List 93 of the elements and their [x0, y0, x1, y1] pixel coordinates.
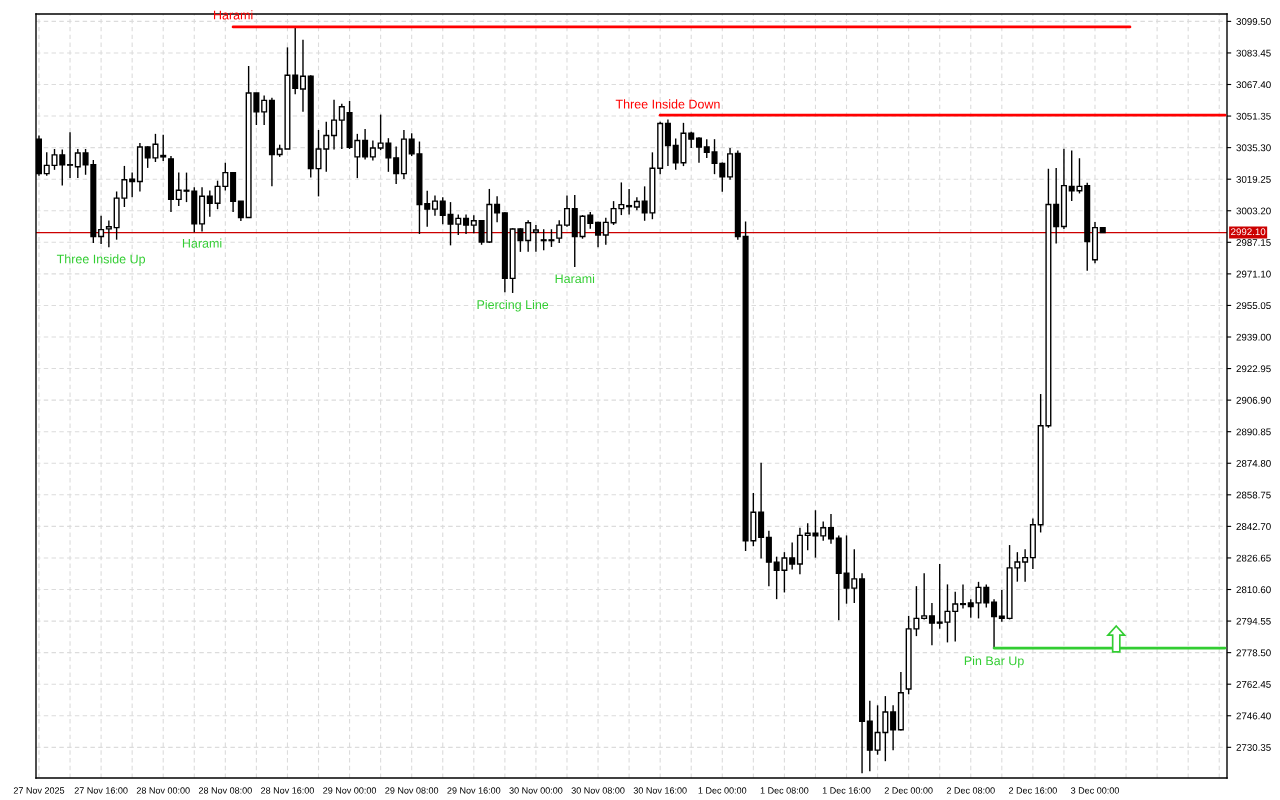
candlestick	[393, 145, 400, 185]
x-tick-label: 27 Nov 2025	[13, 787, 65, 794]
x-tick-label: 30 Nov 00:00	[509, 787, 563, 794]
candlestick	[129, 171, 136, 198]
x-tick-label: 1 Dec 16:00	[822, 787, 871, 794]
candlestick	[431, 194, 439, 217]
y-tick-label: 3003.20	[1236, 207, 1271, 215]
candlestick	[595, 221, 602, 249]
x-tick-label: 1 Dec 00:00	[698, 787, 747, 794]
x-tick-label: 29 Nov 08:00	[385, 787, 439, 794]
candlestick	[237, 200, 244, 222]
candlestick	[362, 128, 369, 161]
candlestick	[789, 541, 796, 571]
annotation: Pin Bar Up	[964, 656, 1024, 668]
candlestick	[664, 118, 671, 167]
y-tick-label: 2874.80	[1236, 459, 1271, 467]
y-tick-label: 3067.40	[1236, 81, 1271, 89]
x-tick-label: 28 Nov 08:00	[198, 787, 252, 794]
candlestick	[206, 189, 213, 218]
candlestick	[967, 598, 974, 619]
y-tick-label: 2890.85	[1236, 428, 1271, 436]
candlestick	[331, 99, 338, 151]
x-tick-label: 30 Nov 08:00	[571, 787, 625, 794]
candlestick	[299, 39, 307, 113]
y-tick-label: 2987.15	[1236, 239, 1271, 246]
candlestick	[424, 189, 431, 228]
candlestick	[292, 25, 299, 95]
x-tick-label: 29 Nov 00:00	[323, 787, 377, 794]
y-tick-label: 2955.05	[1236, 302, 1271, 310]
annotation: Three Inside Down	[615, 99, 720, 109]
ref-line-label: 2992.10	[1231, 228, 1266, 236]
x-tick-label: 3 Dec 00:00	[1071, 787, 1119, 794]
candlestick	[602, 217, 609, 246]
y-tick-label: 2810.60	[1236, 586, 1271, 594]
y-tick-label: 2794.55	[1236, 617, 1271, 625]
candlestick	[827, 513, 835, 545]
candlestick	[952, 590, 959, 643]
candlestick	[695, 136, 703, 164]
candlestick	[959, 583, 967, 610]
x-tick-label: 28 Nov 00:00	[136, 787, 190, 794]
annotation: Three Inside Up	[56, 254, 146, 266]
candlestick	[1022, 548, 1029, 583]
candlestick	[105, 219, 112, 249]
candlestick	[921, 572, 928, 621]
y-tick-label: 3051.35	[1236, 112, 1271, 120]
y-tick-label: 2746.40	[1236, 712, 1271, 720]
candlestick	[470, 214, 477, 234]
y-tick-label: 3035.30	[1236, 144, 1271, 152]
candlestick	[463, 213, 470, 235]
candlestick	[820, 520, 827, 542]
y-tick-label: 2730.35	[1236, 744, 1271, 751]
candlestick	[556, 219, 563, 244]
y-tick-label: 2842.70	[1236, 523, 1271, 530]
y-tick-label: 2939.00	[1236, 333, 1271, 341]
y-tick-label: 2906.90	[1236, 396, 1271, 404]
x-tick-label: 2 Dec 08:00	[946, 787, 995, 794]
candlestick	[494, 195, 501, 224]
candlestick	[338, 103, 345, 150]
candlestick	[532, 224, 539, 253]
candlestick	[261, 94, 268, 126]
x-tick-label: 1 Dec 08:00	[760, 787, 809, 794]
y-tick-label: 2858.75	[1236, 491, 1271, 499]
candlestick	[98, 215, 105, 245]
candlestick	[727, 147, 734, 181]
annotation: Harami	[555, 273, 595, 284]
y-tick-label: 3019.25	[1236, 175, 1271, 183]
x-tick-label: 2 Dec 00:00	[884, 787, 933, 794]
candlestick	[67, 131, 74, 179]
y-tick-label: 2826.65	[1236, 554, 1271, 562]
y-tick-label: 2762.45	[1236, 680, 1271, 688]
x-tick-label: 30 Nov 16:00	[633, 787, 687, 794]
y-tick-label: 2922.95	[1236, 365, 1271, 373]
annotation: Piercing Line	[477, 299, 549, 312]
x-tick-label: 29 Nov 16:00	[447, 787, 501, 794]
candlestick	[928, 602, 935, 647]
candlestick	[890, 704, 897, 751]
x-tick-label: 2 Dec 16:00	[1008, 787, 1057, 794]
candlestick	[160, 134, 167, 162]
y-tick-label: 3083.45	[1236, 49, 1271, 57]
candlestick	[1053, 167, 1060, 245]
x-tick-label: 28 Nov 16:00	[261, 787, 314, 794]
annotation: Harami	[182, 238, 222, 248]
candlestick	[525, 219, 532, 253]
y-tick-label: 2778.50	[1236, 649, 1271, 657]
candlestick	[563, 194, 571, 228]
y-tick-label: 2971.10	[1236, 270, 1271, 278]
candlestick	[998, 589, 1005, 623]
candlestick	[991, 598, 998, 650]
candlestick	[74, 148, 81, 179]
y-tick-label: 3099.50	[1236, 18, 1271, 25]
candlestick	[369, 139, 376, 162]
candlestick	[626, 188, 633, 216]
x-tick-label: 27 Nov 16:00	[74, 787, 128, 794]
